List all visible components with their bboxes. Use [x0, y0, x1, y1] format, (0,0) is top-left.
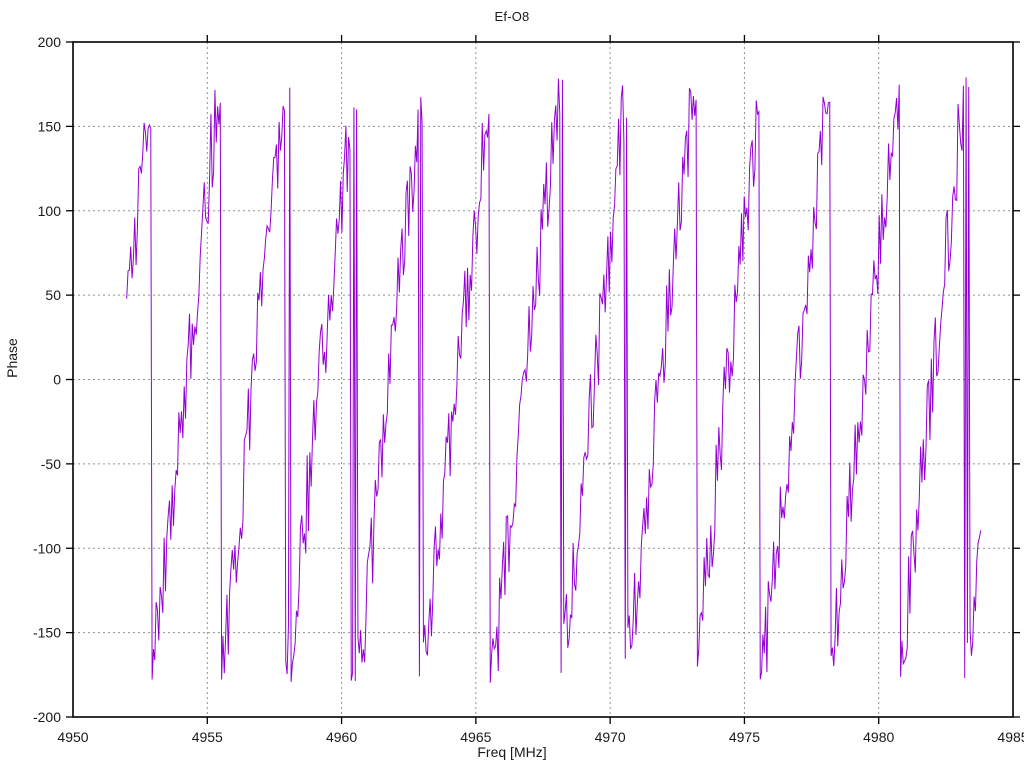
svg-text:4950: 4950 — [57, 729, 88, 745]
svg-text:4980: 4980 — [863, 729, 894, 745]
svg-text:4965: 4965 — [460, 729, 491, 745]
svg-text:-50: -50 — [41, 456, 61, 472]
svg-text:-150: -150 — [33, 625, 61, 641]
svg-text:50: 50 — [45, 287, 61, 303]
svg-text:100: 100 — [38, 203, 62, 219]
svg-text:-100: -100 — [33, 540, 61, 556]
axis-tick-labels: 200 150 100 50 0 -50 -100 -150 -200 4950 4955 4960 4… — [33, 34, 1024, 745]
chart-title: Ef-O8 — [494, 9, 530, 24]
plot-frame — [72, 41, 1014, 718]
svg-text:4985: 4985 — [997, 729, 1024, 745]
axis-ticks — [66, 35, 1020, 724]
series-line — [126, 77, 982, 683]
svg-text:150: 150 — [38, 118, 62, 134]
x-axis-label: Freq [MHz] — [477, 744, 547, 760]
svg-text:4970: 4970 — [595, 729, 626, 745]
svg-text:-200: -200 — [33, 709, 61, 725]
svg-text:200: 200 — [38, 34, 62, 50]
svg-text:4975: 4975 — [729, 729, 760, 745]
data-series — [126, 77, 982, 683]
svg-text:4955: 4955 — [192, 729, 223, 745]
svg-text:4960: 4960 — [326, 729, 357, 745]
svg-text:0: 0 — [53, 372, 61, 388]
